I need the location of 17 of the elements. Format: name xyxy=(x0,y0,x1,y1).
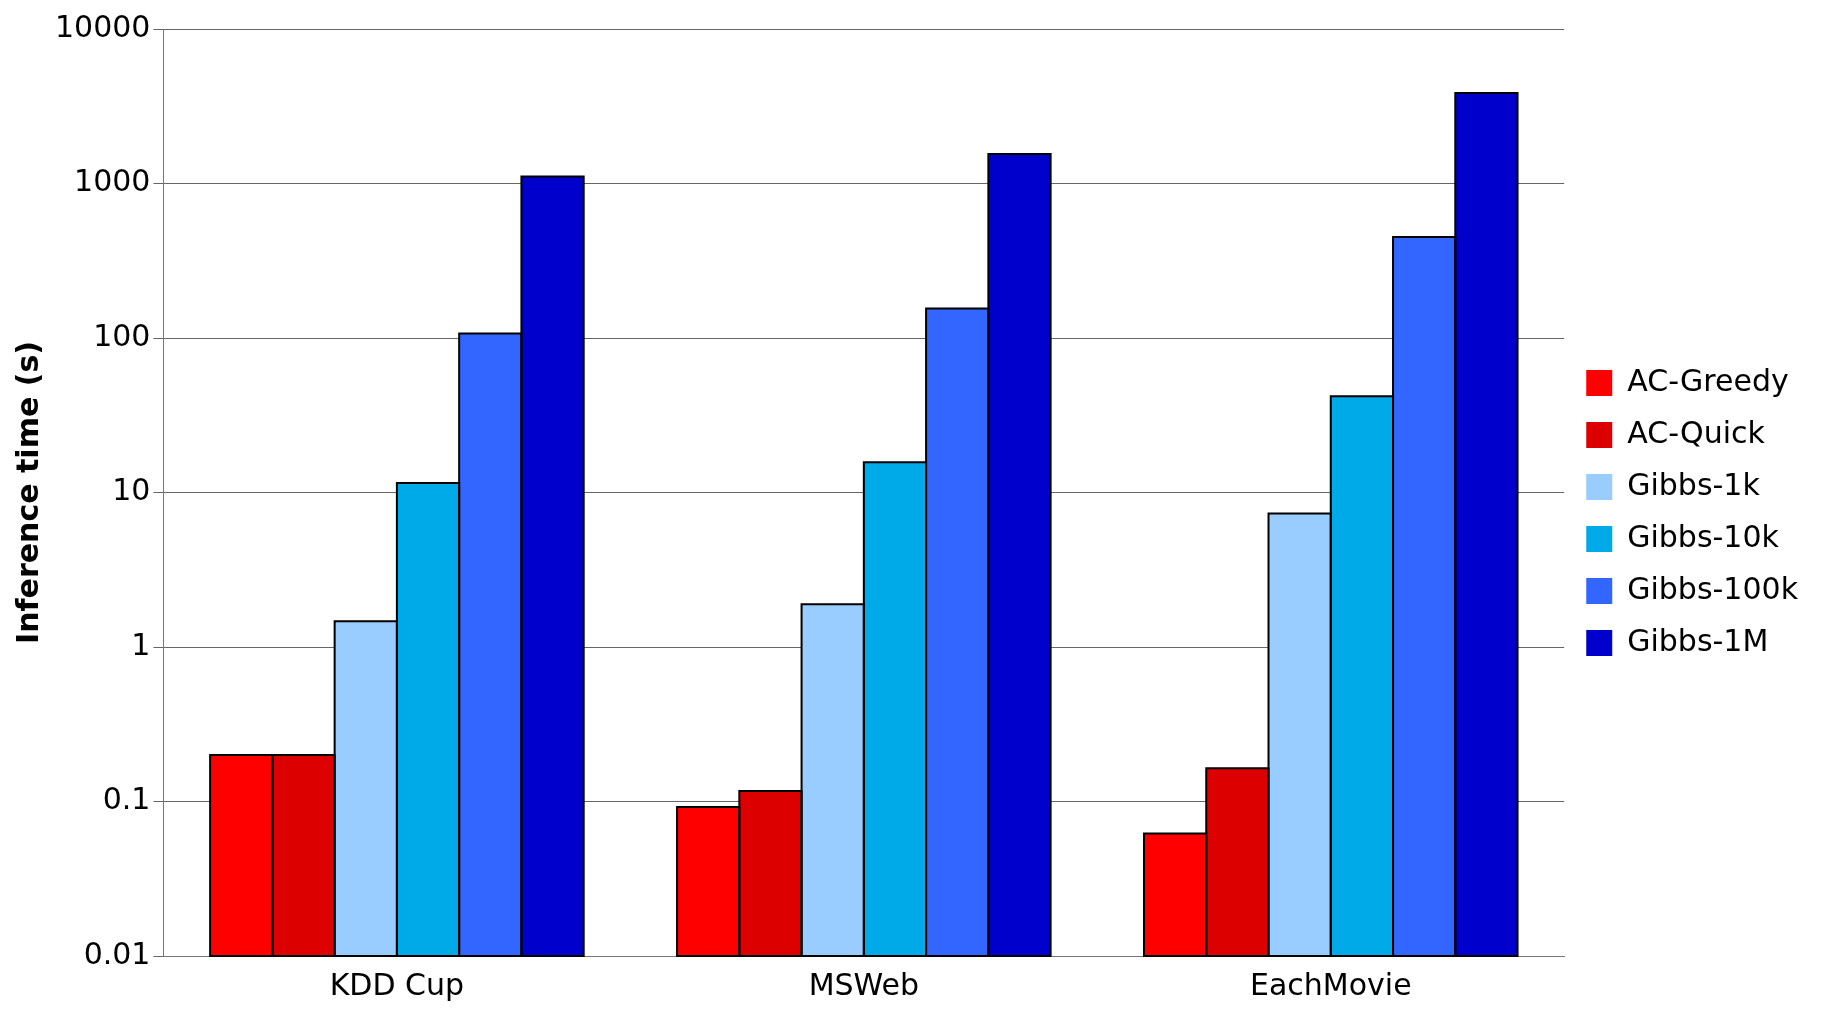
legend-label: Gibbs-10k xyxy=(1627,518,1780,554)
y-tick-label: 0.1 xyxy=(102,781,151,817)
y-tick-label: 10 xyxy=(112,472,151,508)
y-tick-label: 0.01 xyxy=(83,935,151,971)
legend-label: AC-Quick xyxy=(1627,414,1766,450)
x-tick-label: EachMovie xyxy=(1249,966,1412,1002)
y-tick-label: 1000 xyxy=(74,163,151,199)
legend-label: Gibbs-100k xyxy=(1627,570,1799,606)
x-tick-label: KDD Cup xyxy=(329,966,465,1002)
y-axis-title: Inference time (s) xyxy=(9,341,45,644)
x-tick-label: MSWeb xyxy=(808,966,920,1002)
legend-label: Gibbs-1k xyxy=(1627,466,1761,502)
legend-label: Gibbs-1M xyxy=(1627,622,1769,658)
legend-label: AC-Greedy xyxy=(1627,362,1789,398)
y-tick-label: 100 xyxy=(93,317,151,353)
y-tick-label: 1 xyxy=(131,626,151,662)
y-tick-label: 10000 xyxy=(55,8,151,44)
